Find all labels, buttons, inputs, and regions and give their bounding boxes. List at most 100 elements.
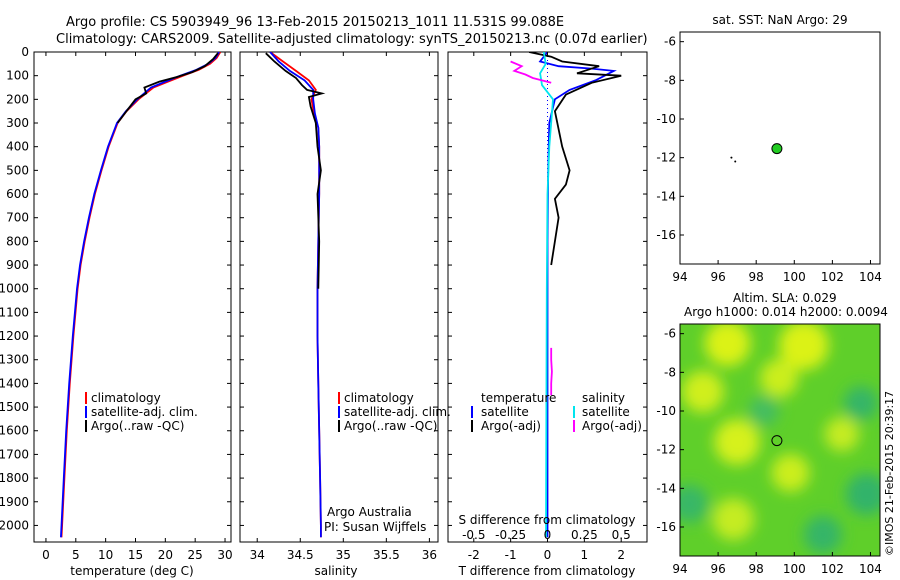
float-position-marker bbox=[771, 143, 783, 155]
x-tick-label: 20 bbox=[158, 548, 173, 562]
map-y-tick-label: -14 bbox=[656, 189, 676, 203]
legend-label: satellite bbox=[481, 405, 529, 419]
map-x-tick-label: 102 bbox=[821, 270, 844, 284]
map-y-tick-label: -12 bbox=[656, 443, 676, 457]
pi-annotation-line2: PI: Susan Wijffels bbox=[324, 520, 426, 534]
s-tick-label: -0.5 bbox=[462, 528, 485, 542]
y-tick-label: 1600 bbox=[0, 424, 29, 438]
sla-anomaly-cell bbox=[843, 386, 879, 421]
float-position-marker bbox=[771, 435, 783, 447]
figure-title-line2: Climatology: CARS2009. Satellite-adjuste… bbox=[56, 32, 648, 47]
s-tick-label: 0.25 bbox=[571, 528, 598, 542]
x-tick-label: 36 bbox=[422, 548, 437, 562]
series-line-satellite-adj-clim- bbox=[60, 52, 220, 538]
legend-label: Argo(..raw -QC) bbox=[344, 419, 437, 433]
x-tick-label: -2 bbox=[468, 548, 480, 562]
y-tick-label: 100 bbox=[6, 69, 29, 83]
track-point bbox=[734, 160, 737, 163]
map-x-tick-label: 94 bbox=[672, 562, 687, 576]
x-tick-label: -1 bbox=[505, 548, 517, 562]
sla-anomaly-cell bbox=[803, 515, 842, 554]
imos-credit: ©IMOS 21-Feb-2015 20:39:17 bbox=[883, 391, 896, 556]
map-x-tick-label: 104 bbox=[859, 562, 882, 576]
legend-label: Argo(-adj) bbox=[582, 419, 642, 433]
series-line-climatology bbox=[60, 52, 222, 538]
x-tick-label: 30 bbox=[217, 548, 232, 562]
y-tick-label: 1500 bbox=[0, 400, 29, 414]
legend-label: Argo(..raw -QC) bbox=[91, 419, 184, 433]
legend-title-temperature: temperature bbox=[481, 391, 556, 405]
sla-anomaly-cell bbox=[824, 417, 860, 452]
x-tick-label: 0 bbox=[42, 548, 50, 562]
map-x-tick-label: 102 bbox=[821, 562, 844, 576]
series-line-s-argo-adj-deep bbox=[550, 347, 553, 396]
series-line-s-satellite bbox=[539, 52, 554, 538]
series-line-argo-raw-qc- bbox=[116, 52, 219, 124]
y-tick-label: 800 bbox=[6, 234, 29, 248]
legend-label: satellite-adj. clim. bbox=[91, 405, 198, 419]
sla-anomaly-cell bbox=[712, 498, 755, 541]
sla-map-frame bbox=[679, 323, 881, 557]
figure-title-line1: Argo profile: CS 5903949_96 13-Feb-2015 … bbox=[66, 15, 564, 30]
sla-map-title-line2: Argo h1000: 0.014 h2000: 0.0094 bbox=[684, 305, 888, 319]
x-tick-label: 15 bbox=[128, 548, 143, 562]
series-line-satellite-adj-clim- bbox=[269, 52, 322, 538]
y-tick-label: 1000 bbox=[0, 282, 29, 296]
sla-anomaly-cell bbox=[680, 484, 709, 523]
x-tick-label: 5 bbox=[72, 548, 80, 562]
difference-legend: temperature salinity satellite Argo(-adj… bbox=[471, 391, 642, 433]
diff-xlabel: T difference from climatology bbox=[458, 564, 636, 578]
y-tick-label: 700 bbox=[6, 211, 29, 225]
series-line-climatology bbox=[269, 52, 322, 538]
map-x-tick-label: 104 bbox=[859, 270, 882, 284]
sla-anomaly-cell bbox=[771, 453, 810, 492]
y-tick-label: 1400 bbox=[0, 376, 29, 390]
y-tick-label: 900 bbox=[6, 258, 29, 272]
salinity-plot-frame bbox=[239, 51, 439, 543]
y-tick-label: 600 bbox=[6, 187, 29, 201]
y-tick-label: 300 bbox=[6, 116, 29, 130]
sla-anomaly-cell bbox=[760, 359, 799, 398]
map-y-tick-label: -12 bbox=[656, 151, 676, 165]
y-tick-label: 1200 bbox=[0, 329, 29, 343]
s-tick-label: 0 bbox=[544, 528, 552, 542]
map-x-tick-label: 96 bbox=[710, 562, 725, 576]
map-y-tick-label: -14 bbox=[656, 481, 676, 495]
map-y-tick-label: -10 bbox=[656, 404, 676, 418]
sla-anomaly-cell bbox=[845, 473, 880, 516]
sla-heatmap bbox=[680, 324, 880, 556]
y-tick-label: 1100 bbox=[0, 305, 29, 319]
map-y-tick-label: -10 bbox=[656, 112, 676, 126]
legend-label: satellite-adj. clim. bbox=[344, 405, 451, 419]
y-tick-label: 500 bbox=[6, 163, 29, 177]
x-tick-label: 35 bbox=[336, 548, 351, 562]
map-y-tick-label: -16 bbox=[656, 228, 676, 242]
series-line-t-argo-adj- bbox=[528, 52, 622, 266]
s-tick-label: 0.5 bbox=[612, 528, 631, 542]
map-x-tick-label: 100 bbox=[783, 562, 806, 576]
x-tick-label: 10 bbox=[98, 548, 113, 562]
map-x-tick-label: 94 bbox=[672, 270, 687, 284]
y-tick-label: 2000 bbox=[0, 518, 29, 532]
y-tick-label: 1700 bbox=[0, 447, 29, 461]
x-tick-label: 34 bbox=[250, 548, 265, 562]
map-x-tick-label: 98 bbox=[749, 270, 764, 284]
sla-map-title-line1: Altim. SLA: 0.029 bbox=[733, 291, 837, 305]
legend-label: satellite bbox=[582, 405, 630, 419]
x-tick-label: 35.5 bbox=[373, 548, 400, 562]
temperature-legend: climatology satellite-adj. clim. Argo(..… bbox=[85, 391, 198, 433]
map-y-tick-label: -8 bbox=[664, 365, 676, 379]
pi-annotation-line1: Argo Australia bbox=[327, 505, 412, 519]
map-x-tick-label: 96 bbox=[710, 270, 725, 284]
legend-label: Argo(-adj) bbox=[481, 419, 541, 433]
sla-anomaly-cell bbox=[748, 395, 780, 427]
sla-anomaly-cell bbox=[714, 419, 761, 465]
y-tick-label: 400 bbox=[6, 140, 29, 154]
y-tick-label: 200 bbox=[6, 92, 29, 106]
sla-anomaly-cell bbox=[681, 370, 724, 413]
x-tick-label: 2 bbox=[617, 548, 625, 562]
sst-map-frame bbox=[679, 31, 881, 265]
s-tick-label: -0.25 bbox=[495, 528, 526, 542]
map-y-tick-label: -6 bbox=[664, 35, 676, 49]
